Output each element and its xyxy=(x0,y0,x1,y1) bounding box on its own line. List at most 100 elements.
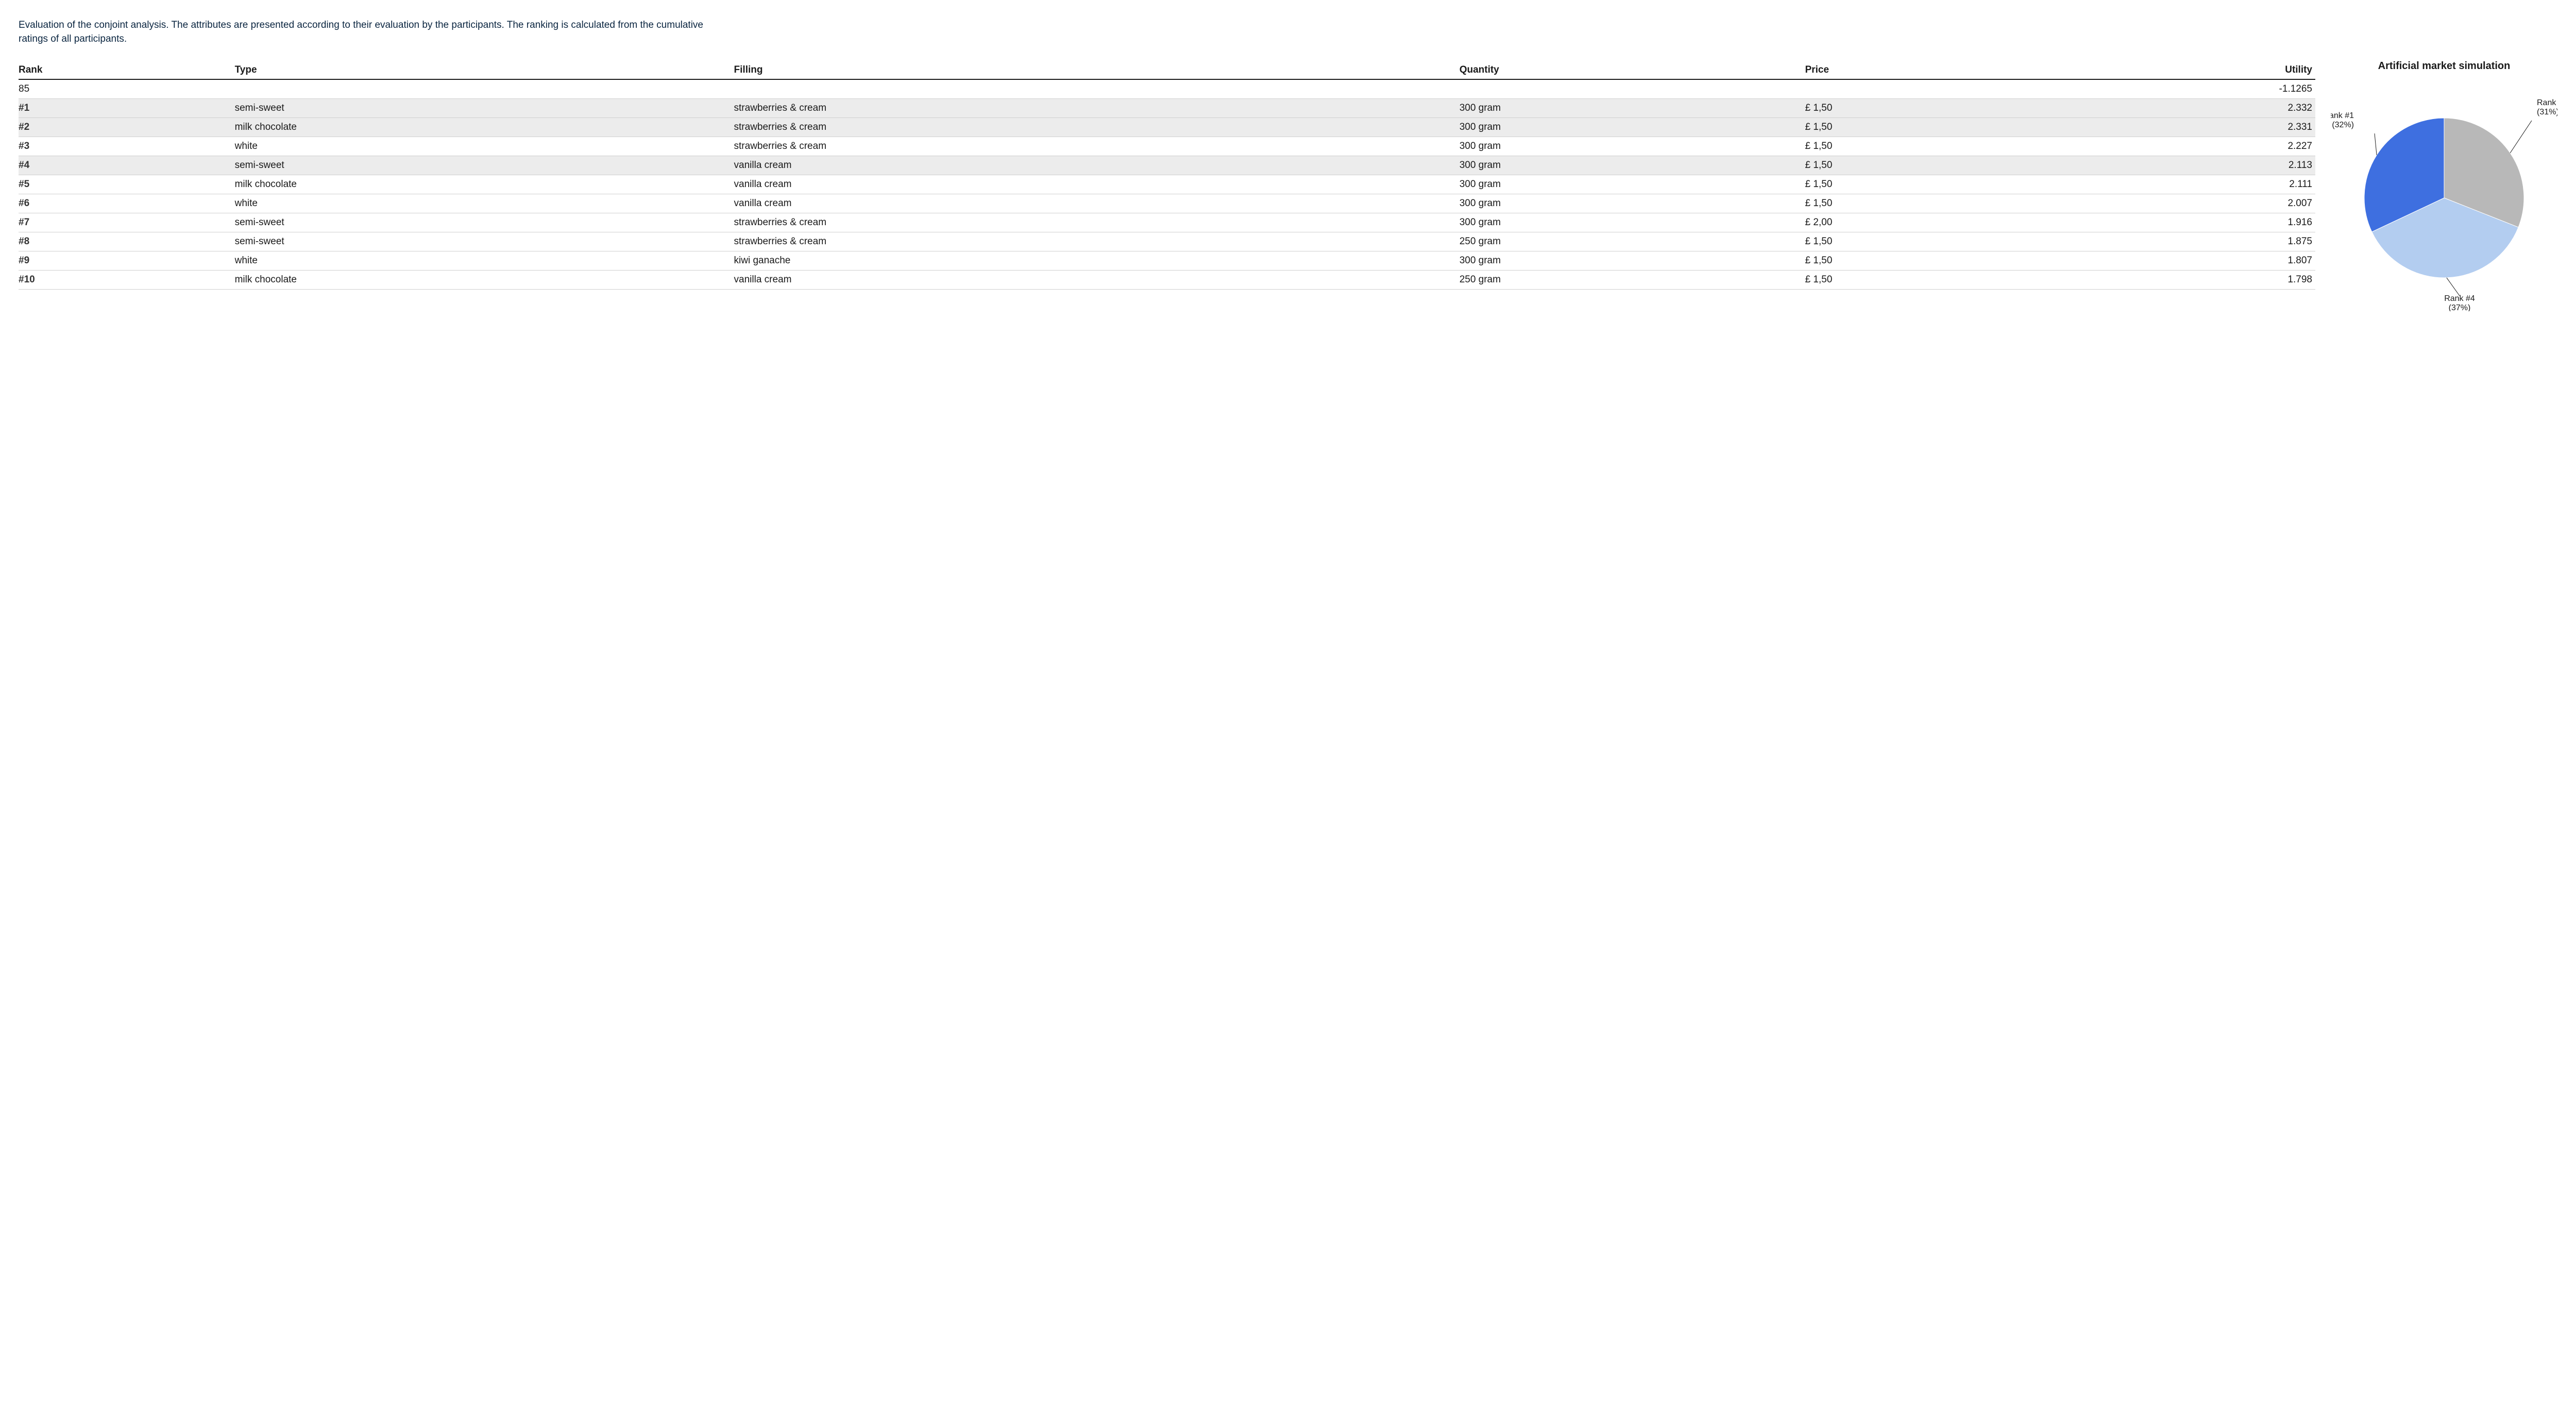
table-row: #2milk chocolatestrawberries & cream300 … xyxy=(19,118,2315,137)
cell-filling: strawberries & cream xyxy=(734,213,1460,232)
cell-rank: #5 xyxy=(19,175,235,194)
cell-price: £ 1,50 xyxy=(1805,194,2046,213)
cell-quantity: 300 gram xyxy=(1460,251,1805,271)
cell-quantity: 300 gram xyxy=(1460,213,1805,232)
pie-leader-line xyxy=(2447,278,2460,296)
summary-price xyxy=(1805,79,2046,99)
cell-rank: #2 xyxy=(19,118,235,137)
pie-slice-pct: (32%) xyxy=(2332,121,2354,129)
table-row: #7semi-sweetstrawberries & cream300 gram… xyxy=(19,213,2315,232)
cell-quantity: 300 gram xyxy=(1460,194,1805,213)
col-quantity: Quantity xyxy=(1460,60,1805,79)
cell-price: £ 1,50 xyxy=(1805,118,2046,137)
table-row: #3whitestrawberries & cream300 gram£ 1,5… xyxy=(19,137,2315,156)
pie-leader-line xyxy=(2375,133,2377,155)
cell-type: semi-sweet xyxy=(235,156,734,175)
col-rank: Rank xyxy=(19,60,235,79)
cell-quantity: 300 gram xyxy=(1460,99,1805,118)
cell-price: £ 1,50 xyxy=(1805,137,2046,156)
cell-rank: #8 xyxy=(19,232,235,251)
cell-type: white xyxy=(235,194,734,213)
cell-rank: #10 xyxy=(19,271,235,290)
pie-chart-svg: Rank #2(31%) Rank #4(37%) Rank #1(32%) xyxy=(2331,74,2557,311)
cell-utility: 2.331 xyxy=(2045,118,2315,137)
summary-quantity xyxy=(1460,79,1805,99)
cell-type: semi-sweet xyxy=(235,232,734,251)
col-utility: Utility xyxy=(2045,60,2315,79)
cell-type: milk chocolate xyxy=(235,175,734,194)
cell-utility: 1.807 xyxy=(2045,251,2315,271)
cell-utility: 2.332 xyxy=(2045,99,2315,118)
table-row: #6whitevanilla cream300 gram£ 1,502.007 xyxy=(19,194,2315,213)
cell-quantity: 300 gram xyxy=(1460,137,1805,156)
cell-filling: kiwi ganache xyxy=(734,251,1460,271)
cell-price: £ 2,00 xyxy=(1805,213,2046,232)
cell-type: milk chocolate xyxy=(235,271,734,290)
cell-utility: 1.875 xyxy=(2045,232,2315,251)
pie-leader-line xyxy=(2510,121,2532,153)
cell-rank: #4 xyxy=(19,156,235,175)
cell-price: £ 1,50 xyxy=(1805,175,2046,194)
summary-rank: 85 xyxy=(19,79,235,99)
pie-slice-label: Rank #2 xyxy=(2537,98,2557,107)
summary-utility: -1.1265 xyxy=(2045,79,2315,99)
cell-price: £ 1,50 xyxy=(1805,156,2046,175)
pie-slice-label: Rank #1 xyxy=(2331,111,2354,120)
cell-filling: strawberries & cream xyxy=(734,99,1460,118)
pie-slice-label: Rank #4 xyxy=(2444,294,2475,303)
cell-utility: 2.111 xyxy=(2045,175,2315,194)
cell-utility: 2.113 xyxy=(2045,156,2315,175)
cell-utility: 1.916 xyxy=(2045,213,2315,232)
cell-quantity: 300 gram xyxy=(1460,156,1805,175)
cell-rank: #3 xyxy=(19,137,235,156)
cell-utility: 2.227 xyxy=(2045,137,2315,156)
cell-type: white xyxy=(235,251,734,271)
pie-slice-pct: (37%) xyxy=(2449,304,2471,311)
pie-slice-pct: (31%) xyxy=(2537,108,2557,116)
ranking-table: Rank Type Filling Quantity Price Utility… xyxy=(19,60,2315,290)
cell-type: semi-sweet xyxy=(235,213,734,232)
cell-rank: #7 xyxy=(19,213,235,232)
cell-price: £ 1,50 xyxy=(1805,271,2046,290)
cell-type: semi-sweet xyxy=(235,99,734,118)
cell-utility: 2.007 xyxy=(2045,194,2315,213)
cell-filling: vanilla cream xyxy=(734,156,1460,175)
cell-filling: strawberries & cream xyxy=(734,137,1460,156)
cell-filling: strawberries & cream xyxy=(734,232,1460,251)
table-summary-row: 85 -1.1265 xyxy=(19,79,2315,99)
summary-filling xyxy=(734,79,1460,99)
cell-type: milk chocolate xyxy=(235,118,734,137)
table-row: #9whitekiwi ganache300 gram£ 1,501.807 xyxy=(19,251,2315,271)
table-row: #10milk chocolatevanilla cream250 gram£ … xyxy=(19,271,2315,290)
col-type: Type xyxy=(235,60,734,79)
col-filling: Filling xyxy=(734,60,1460,79)
cell-filling: vanilla cream xyxy=(734,271,1460,290)
content-row: Rank Type Filling Quantity Price Utility… xyxy=(19,60,2557,311)
description-text: Evaluation of the conjoint analysis. The… xyxy=(19,19,709,46)
cell-filling: vanilla cream xyxy=(734,175,1460,194)
cell-rank: #6 xyxy=(19,194,235,213)
cell-utility: 1.798 xyxy=(2045,271,2315,290)
table-header-row: Rank Type Filling Quantity Price Utility xyxy=(19,60,2315,79)
cell-filling: vanilla cream xyxy=(734,194,1460,213)
cell-price: £ 1,50 xyxy=(1805,232,2046,251)
cell-price: £ 1,50 xyxy=(1805,251,2046,271)
cell-rank: #1 xyxy=(19,99,235,118)
ranking-table-wrap: Rank Type Filling Quantity Price Utility… xyxy=(19,60,2315,290)
summary-type xyxy=(235,79,734,99)
cell-quantity: 250 gram xyxy=(1460,232,1805,251)
table-row: #8semi-sweetstrawberries & cream250 gram… xyxy=(19,232,2315,251)
table-row: #5milk chocolatevanilla cream300 gram£ 1… xyxy=(19,175,2315,194)
cell-quantity: 300 gram xyxy=(1460,175,1805,194)
table-row: #4semi-sweetvanilla cream300 gram£ 1,502… xyxy=(19,156,2315,175)
cell-filling: strawberries & cream xyxy=(734,118,1460,137)
table-row: #1semi-sweetstrawberries & cream300 gram… xyxy=(19,99,2315,118)
cell-rank: #9 xyxy=(19,251,235,271)
cell-price: £ 1,50 xyxy=(1805,99,2046,118)
cell-quantity: 300 gram xyxy=(1460,118,1805,137)
cell-type: white xyxy=(235,137,734,156)
cell-quantity: 250 gram xyxy=(1460,271,1805,290)
col-price: Price xyxy=(1805,60,2046,79)
market-simulation-chart: Artificial market simulation Rank #2(31%… xyxy=(2331,60,2557,311)
chart-title: Artificial market simulation xyxy=(2331,60,2557,72)
